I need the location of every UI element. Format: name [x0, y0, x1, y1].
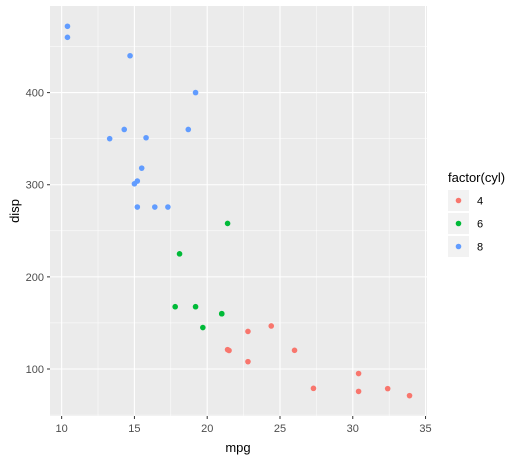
data-point-cyl-8 — [127, 52, 133, 59]
x-tick-label: 15 — [128, 423, 140, 435]
data-point-cyl-4 — [310, 385, 317, 392]
data-point-cyl-6 — [192, 303, 199, 310]
y-tick-label: 300 — [26, 180, 44, 192]
data-point-cyl-6 — [200, 324, 206, 331]
data-point-cyl-8 — [192, 89, 199, 96]
data-point-cyl-4 — [268, 323, 275, 329]
data-point-cyl-4 — [355, 388, 362, 395]
x-axis-title: mpg — [225, 440, 250, 455]
y-tick-label: 100 — [26, 364, 44, 376]
data-point-cyl-4 — [406, 392, 413, 399]
data-point-cyl-4 — [224, 346, 231, 353]
legend-swatch-4 — [455, 197, 462, 204]
data-point-cyl-8 — [134, 204, 141, 210]
x-tick-label: 35 — [419, 423, 431, 435]
data-point-cyl-8 — [165, 204, 171, 210]
x-tick-label: 20 — [201, 423, 213, 435]
legend-label-8: 8 — [477, 242, 483, 254]
data-point-cyl-6 — [224, 220, 231, 227]
data-point-cyl-8 — [106, 135, 113, 142]
data-point-cyl-6 — [176, 251, 183, 257]
plot-panel — [50, 6, 427, 416]
data-points — [64, 23, 413, 399]
data-point-cyl-4 — [245, 328, 251, 335]
data-point-cyl-8 — [131, 181, 138, 187]
data-point-cyl-8 — [143, 134, 149, 141]
data-point-cyl-8 — [185, 126, 192, 133]
legend-swatch-6 — [455, 220, 462, 227]
legend-title: factor(cyl) — [448, 170, 505, 185]
data-point-cyl-4 — [291, 347, 298, 354]
major-gridlines — [50, 6, 427, 416]
data-point-cyl-6 — [218, 310, 225, 317]
data-point-cyl-4 — [245, 358, 251, 365]
data-point-cyl-8 — [152, 204, 158, 210]
x-tick-label: 10 — [56, 423, 68, 435]
y-tick-label: 400 — [26, 88, 44, 100]
legend-label-6: 6 — [477, 219, 483, 231]
data-point-cyl-4 — [355, 370, 362, 377]
data-point-cyl-8 — [64, 34, 71, 41]
minor-gridlines — [50, 6, 427, 416]
y-axis-title: disp — [7, 199, 22, 223]
data-point-cyl-8 — [121, 126, 128, 133]
y-tick-label: 200 — [26, 272, 44, 284]
legend-label-4: 4 — [477, 196, 483, 208]
x-tick-label: 30 — [347, 423, 359, 435]
x-tick-label: 25 — [274, 423, 286, 435]
legend: factor(cyl) 4 6 8 — [448, 170, 505, 257]
x-axis: 10 15 20 25 30 35 — [56, 416, 432, 435]
data-point-cyl-4 — [384, 385, 391, 392]
data-point-cyl-8 — [138, 165, 145, 171]
data-point-cyl-6 — [172, 303, 178, 310]
y-axis: 100 200 300 400 — [26, 88, 50, 376]
data-point-cyl-8 — [64, 23, 71, 30]
legend-swatch-8 — [455, 243, 462, 250]
